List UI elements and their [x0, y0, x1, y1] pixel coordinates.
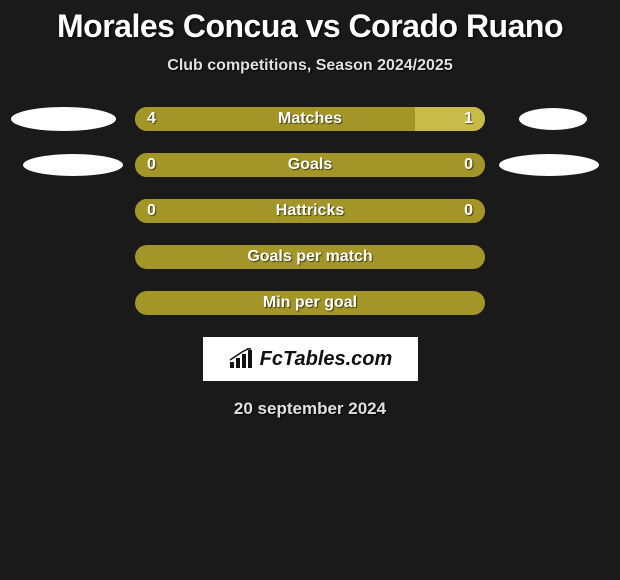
player-marker-left [11, 107, 116, 131]
left-value: 4 [135, 110, 168, 128]
bar-chart-icon [228, 348, 254, 370]
stat-label: Hattricks [276, 202, 344, 220]
left-value: 0 [135, 156, 168, 174]
stat-bar: 4 Matches 1 [135, 107, 485, 131]
left-ellipse-slot [3, 154, 123, 176]
stat-bar-solo: Min per goal [135, 291, 485, 315]
logo: FcTables.com [228, 348, 393, 371]
right-ellipse-slot [497, 154, 617, 176]
bar-left-fill [135, 107, 415, 131]
player-marker-left [23, 154, 123, 176]
right-value: 0 [452, 202, 485, 220]
right-value: 0 [452, 156, 485, 174]
right-value: 1 [452, 110, 485, 128]
logo-text: FcTables.com [260, 348, 393, 371]
solo-rows: Goals per match Min per goal [0, 245, 620, 315]
stat-label: Min per goal [263, 294, 357, 312]
logo-box: FcTables.com [203, 337, 418, 381]
right-ellipse-slot [497, 108, 617, 130]
stat-label: Goals per match [247, 248, 372, 266]
left-ellipse-slot [3, 107, 123, 131]
player-marker-right [519, 108, 587, 130]
stat-label: Goals [288, 156, 332, 174]
stat-bar: 0 Goals 0 [135, 153, 485, 177]
stat-bar: 0 Hattricks 0 [135, 199, 485, 223]
stat-row: 4 Matches 1 [0, 107, 620, 131]
stat-bar-solo: Goals per match [135, 245, 485, 269]
page-title: Morales Concua vs Corado Ruano [0, 8, 620, 45]
stat-row: 0 Goals 0 [0, 153, 620, 177]
date-text: 20 september 2024 [0, 399, 620, 419]
stat-row: 0 Hattricks 0 [0, 199, 620, 223]
left-value: 0 [135, 202, 168, 220]
stat-rows: 4 Matches 1 0 Goals 0 0 Hattricks 0 [0, 107, 620, 223]
stat-label: Matches [278, 110, 342, 128]
stats-card: Morales Concua vs Corado Ruano Club comp… [0, 0, 620, 419]
subtitle: Club competitions, Season 2024/2025 [0, 57, 620, 75]
player-marker-right [499, 154, 599, 176]
